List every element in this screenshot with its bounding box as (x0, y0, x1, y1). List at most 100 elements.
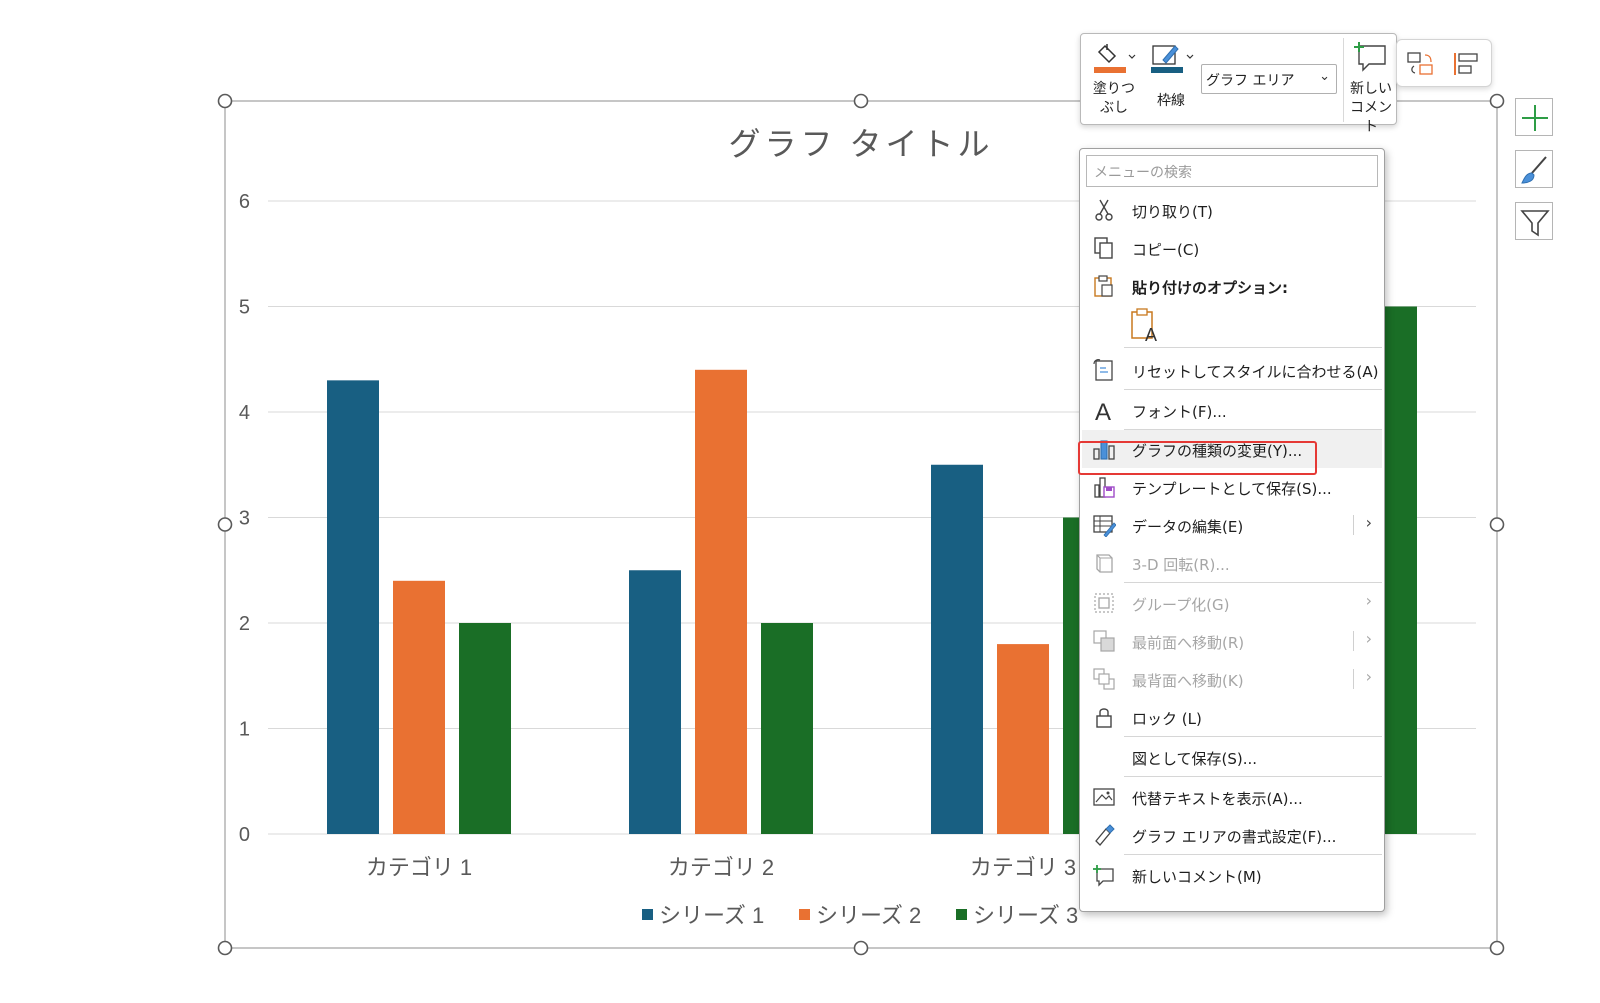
menu-item-save-template[interactable]: テンプレートとして保存(S)... (1082, 468, 1382, 506)
alt-text-icon (1093, 788, 1115, 806)
bar (327, 380, 379, 834)
menu-item-send-back-label: 最背面へ移動(K) (1132, 672, 1244, 690)
y-tick-label: 6 (239, 191, 250, 213)
menu-item-3d-rotation-label: 3-D 回転(R)... (1132, 556, 1230, 574)
bar (629, 570, 681, 834)
selection-handle[interactable] (1489, 940, 1505, 956)
selection-handle[interactable] (1489, 93, 1505, 109)
y-tick-label: 0 (239, 824, 250, 846)
menu-item-save-picture[interactable]: 図として保存(S)... (1082, 738, 1382, 776)
new-comment-label-2: コメント (1350, 100, 1392, 135)
menu-item-lock-label: ロック (L) (1132, 710, 1202, 728)
fill-label-1: 塗りつ (1092, 81, 1136, 97)
new-comment-label-1: 新しい (1350, 81, 1392, 97)
outline-color-swatch (1151, 67, 1183, 73)
clipboard-icon (1094, 275, 1113, 297)
menu-item-group[interactable]: グループ化(G) › (1082, 584, 1382, 622)
quick-layout-icon[interactable] (1451, 50, 1483, 78)
legend-swatch (799, 909, 810, 920)
outline-label: 枠線 (1157, 93, 1185, 109)
legend-label: シリーズ 2 (816, 903, 921, 928)
y-tick-label: 5 (239, 297, 250, 319)
selection-handle[interactable] (217, 517, 233, 532)
menu-item-change-chart-type-label: グラフの種類の変更(Y)... (1132, 442, 1303, 460)
context-menu: メニューの検索 切り取り(T) コピー(C) 貼り付けのオプション: A (1079, 148, 1385, 912)
menu-item-change-chart-type[interactable]: グラフの種類の変更(Y)... (1082, 430, 1382, 468)
lock-icon (1096, 708, 1112, 728)
3d-rotation-icon (1096, 554, 1113, 573)
format-shape-icon (1095, 824, 1115, 846)
toolbar-divider (1343, 38, 1344, 122)
y-tick-label: 4 (239, 402, 250, 424)
menu-search-input[interactable]: メニューの検索 (1086, 155, 1378, 187)
menu-item-cut[interactable]: 切り取り(T) (1082, 191, 1382, 229)
chevron-right-icon: › (1365, 629, 1372, 648)
mini-toolbar: 塗りつ ぶし 枠線 グラフ エリア ⌄ 新しい コメント (1080, 33, 1397, 135)
bar (761, 623, 813, 834)
menu-item-save-picture-label: 図として保存(S)... (1132, 750, 1258, 768)
menu-item-group-label: グループ化(G) (1132, 596, 1230, 614)
menu-item-alt-text-label: 代替テキストを表示(A)... (1132, 790, 1303, 808)
copy-icon (1094, 237, 1113, 259)
bar (997, 644, 1049, 834)
selection-handle[interactable] (853, 93, 869, 109)
save-template-icon (1094, 477, 1115, 498)
selection-handle[interactable] (1489, 517, 1505, 532)
menu-item-format-chart-area[interactable]: グラフ エリアの書式設定(F)... (1082, 816, 1382, 854)
y-tick-label: 2 (239, 613, 250, 635)
send-to-back-icon (1093, 668, 1115, 690)
bring-to-front-icon (1093, 630, 1115, 652)
font-icon: A (1095, 399, 1111, 422)
edit-data-icon (1093, 515, 1116, 537)
filter-icon (1520, 210, 1550, 237)
selection-handle[interactable] (217, 93, 233, 109)
selection-handle[interactable] (853, 940, 869, 956)
menu-item-paste-options-label: 貼り付けのオプション: (1132, 279, 1288, 297)
new-comment-button[interactable]: 新しい コメント (1347, 38, 1395, 137)
pen-icon (1151, 45, 1194, 73)
menu-item-font[interactable]: A フォント(F)... (1082, 391, 1382, 429)
menu-item-alt-text[interactable]: 代替テキストを表示(A)... (1082, 778, 1382, 816)
menu-item-copy[interactable]: コピー(C) (1082, 229, 1382, 267)
legend-swatch (642, 909, 653, 920)
menu-item-new-comment[interactable]: 新しいコメント(M) (1082, 856, 1382, 894)
menu-item-format-chart-area-label: グラフ エリアの書式設定(F)... (1132, 828, 1337, 846)
menu-item-reset-style-label: リセットしてスタイルに合わせる(A) (1132, 363, 1379, 381)
menu-item-bring-front[interactable]: 最前面へ移動(R) › (1082, 622, 1382, 660)
selection-handle[interactable] (217, 940, 233, 956)
paint-bucket-icon (1094, 44, 1136, 73)
menu-item-edit-data[interactable]: データの編集(E) › (1082, 506, 1382, 544)
bar (459, 623, 511, 834)
fill-button[interactable]: 塗りつ ぶし (1089, 38, 1139, 118)
chart-filters-button[interactable] (1515, 202, 1553, 240)
chart-title: グラフ タイトル (729, 126, 994, 162)
menu-item-lock[interactable]: ロック (L) (1082, 698, 1382, 736)
bar (393, 580, 445, 834)
chevron-right-icon: › (1365, 591, 1372, 610)
bar (931, 464, 983, 834)
chevron-right-icon: › (1365, 513, 1372, 532)
x-tick-label: カテゴリ 1 (366, 855, 472, 880)
svg-text:A: A (1145, 325, 1157, 343)
chart-element-select[interactable]: グラフ エリア ⌄ (1201, 64, 1337, 94)
svg-text:A: A (1095, 399, 1111, 422)
x-tick-label: カテゴリ 3 (970, 855, 1076, 880)
fill-label-2: ぶし (1100, 100, 1128, 116)
menu-item-edit-data-label: データの編集(E) (1132, 518, 1244, 536)
menu-item-save-template-label: テンプレートとして保存(S)... (1132, 480, 1332, 498)
menu-item-copy-label: コピー(C) (1132, 241, 1200, 259)
paste-keep-text-only-icon[interactable]: A (1130, 307, 1160, 343)
menu-item-3d-rotation[interactable]: 3-D 回転(R)... (1082, 544, 1382, 582)
y-tick-label: 1 (239, 719, 250, 741)
menu-item-send-back[interactable]: 最背面へ移動(K) › (1082, 660, 1382, 698)
new-comment-icon (1354, 42, 1386, 72)
x-tick-label: カテゴリ 2 (668, 855, 774, 880)
chart-elements-button[interactable] (1515, 98, 1553, 136)
menu-item-reset-style[interactable]: リセットしてスタイルに合わせる(A) (1082, 351, 1382, 389)
y-tick-label: 3 (239, 508, 250, 530)
change-colors-icon[interactable] (1405, 50, 1437, 78)
menu-item-cut-label: 切り取り(T) (1132, 203, 1213, 221)
chart-styles-button[interactable] (1515, 150, 1553, 188)
outline-button[interactable]: 枠線 (1145, 38, 1197, 111)
chevron-right-icon: › (1365, 667, 1372, 686)
